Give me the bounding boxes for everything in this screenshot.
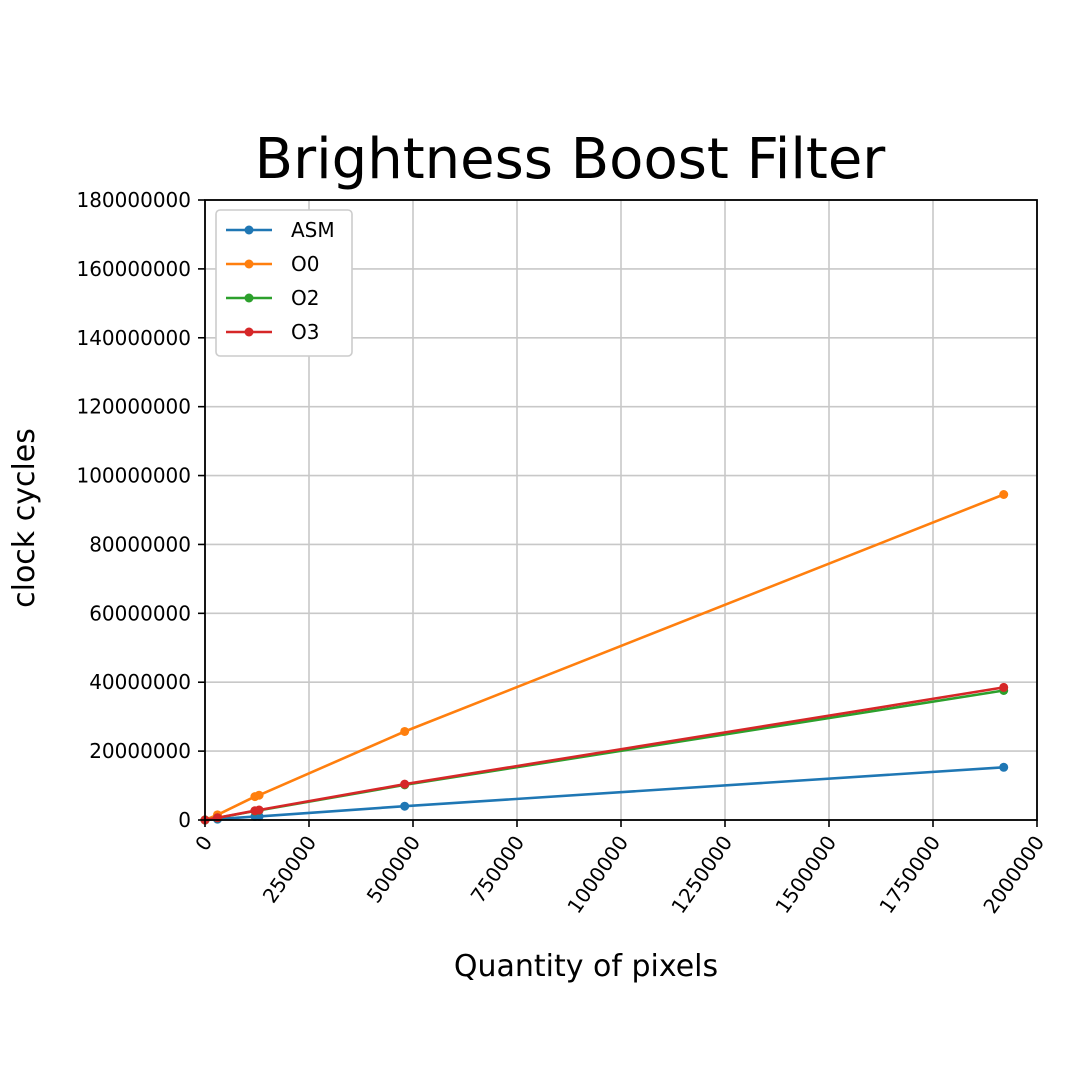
x-tick-label: 1500000: [770, 831, 841, 918]
x-tick-label: 1000000: [562, 831, 633, 918]
x-axis-title: Quantity of pixels: [454, 949, 718, 984]
data-point-o3: [254, 805, 264, 815]
y-tick-label: 20000000: [89, 739, 191, 763]
x-tick-label: 0: [190, 831, 217, 855]
legend-marker-o2: [244, 293, 254, 303]
legend: ASM O0 O2 O3: [215, 209, 353, 357]
legend-marker-o3: [244, 327, 254, 337]
data-point-asm: [400, 801, 410, 811]
x-tick-label: 1250000: [666, 831, 737, 918]
series-line-asm: [204, 766, 1004, 822]
legend-label-o0: O0: [291, 252, 319, 276]
y-tick-label: 160000000: [76, 257, 191, 281]
y-tick-label: 0: [178, 808, 191, 832]
y-tick-label: 40000000: [89, 670, 191, 694]
legend-label-o2: O2: [291, 286, 319, 310]
x-tick-label: 2000000: [978, 831, 1049, 918]
data-point-o3: [212, 813, 222, 823]
series-line-o2: [204, 689, 1004, 822]
x-tick-label: 1750000: [874, 831, 945, 918]
legend-marker-o0: [244, 259, 254, 269]
data-point-o0: [400, 726, 410, 736]
x-tick-label: 250000: [258, 831, 321, 907]
y-tick-label: 140000000: [76, 326, 191, 350]
y-axis-title: clock cycles: [7, 428, 42, 608]
y-tick-label: 100000000: [76, 464, 191, 488]
chart-title: Brightness Boost Filter: [255, 127, 887, 192]
y-tick-label: 180000000: [76, 188, 191, 212]
data-point-asm: [999, 762, 1009, 772]
series-layer: [200, 490, 1009, 825]
data-point-o3: [999, 682, 1009, 692]
x-tick-label: 500000: [362, 831, 425, 907]
x-tick-label: 750000: [466, 831, 529, 907]
series-line-o0: [204, 493, 1005, 822]
legend-box: [215, 209, 353, 357]
y-tick-label: 60000000: [89, 601, 191, 625]
data-point-o0: [254, 790, 264, 800]
y-tick-label: 120000000: [76, 395, 191, 419]
data-point-o0: [999, 490, 1009, 499]
y-tick-label: 80000000: [89, 532, 191, 556]
legend-marker-asm: [244, 225, 254, 235]
legend-label-o3: O3: [291, 320, 319, 344]
legend-label-asm: ASM: [291, 218, 335, 242]
data-point-o3: [400, 779, 410, 789]
